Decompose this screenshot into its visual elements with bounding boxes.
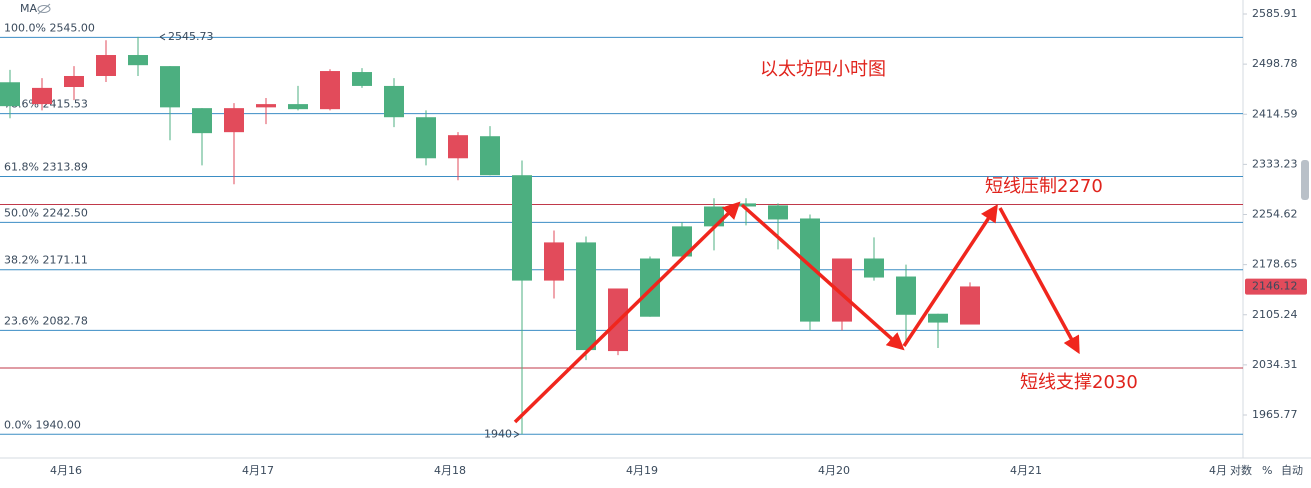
annotation: 短线压制2270 xyxy=(985,176,1103,197)
candle-body xyxy=(96,55,116,76)
x-tick-label: 4月20 xyxy=(818,464,850,477)
candle-body xyxy=(352,72,372,86)
high-marker-arrow xyxy=(159,33,166,41)
arrow xyxy=(740,203,905,351)
candle-body xyxy=(384,85,404,118)
candle-body xyxy=(128,55,148,66)
candle-body xyxy=(864,258,884,278)
candle-body xyxy=(960,286,980,325)
candle-body xyxy=(32,87,52,105)
candle-body xyxy=(896,276,916,315)
plot: 100.0% 2545.00 78.6% 2415.53 61.8% 2313.89… xyxy=(0,21,1243,440)
arrow xyxy=(998,207,1080,355)
y-tick-label: 2105.24 xyxy=(1252,308,1298,321)
y-tick-label: 2333.23 xyxy=(1252,157,1298,170)
fib-label: 0.0% 1940.00 xyxy=(4,418,81,431)
candle-body xyxy=(192,108,212,134)
fib-label: 78.6% 2415.53 xyxy=(4,98,88,111)
low-marker-arrow xyxy=(513,430,520,438)
candle-body xyxy=(672,226,692,257)
y-tick-label: 2585.91 xyxy=(1252,7,1298,20)
arrow xyxy=(513,201,741,424)
candle-body xyxy=(480,136,500,176)
y-tick-label: 2414.59 xyxy=(1252,107,1298,120)
low-marker: 1940 xyxy=(484,427,512,440)
candle-body xyxy=(512,175,532,281)
last-price-label: 2146.12 xyxy=(1252,280,1298,293)
candle-body xyxy=(576,242,596,351)
x-tick-label: 4月17 xyxy=(242,464,274,477)
candle-body xyxy=(704,206,724,227)
log-toggle[interactable]: 对数 xyxy=(1230,463,1252,477)
candle-body xyxy=(288,104,308,110)
candle-body xyxy=(768,205,788,220)
trend-arrows xyxy=(513,201,1080,424)
x-tick-label: 4月18 xyxy=(434,464,466,477)
percent-toggle[interactable]: % xyxy=(1262,464,1272,477)
candle-body xyxy=(800,218,820,322)
annotation: 短线支撑2030 xyxy=(1020,372,1138,393)
candle-body xyxy=(320,71,340,110)
fib-label: 61.8% 2313.89 xyxy=(4,161,88,174)
x-tick-label: 4月 xyxy=(1209,464,1227,477)
candle-body xyxy=(64,75,84,88)
scrollbar[interactable] xyxy=(1301,160,1309,200)
candle-body xyxy=(448,135,468,159)
arrow xyxy=(902,204,998,347)
y-tick-label: 2254.62 xyxy=(1252,207,1298,220)
y-tick-label: 2498.78 xyxy=(1252,57,1298,70)
candle-body xyxy=(544,242,564,281)
chart-title: 以太坊四小时图 xyxy=(760,59,886,80)
candle-body xyxy=(0,82,20,107)
candle-body xyxy=(224,108,244,133)
fib-label: 100.0% 2545.00 xyxy=(4,21,95,34)
x-tick-label: 4月16 xyxy=(50,464,82,477)
eye-icon[interactable] xyxy=(37,3,51,15)
candle-body xyxy=(416,117,436,159)
candle-body xyxy=(736,203,756,207)
fib-label: 23.6% 2082.78 xyxy=(4,314,88,327)
last-price-box xyxy=(1245,278,1307,295)
candle-body xyxy=(160,66,180,108)
x-tick-label: 4月19 xyxy=(626,464,658,477)
candle-body xyxy=(256,104,276,108)
candle-body xyxy=(928,313,948,323)
x-tick-label: 4月21 xyxy=(1010,464,1042,477)
candle-body xyxy=(832,258,852,322)
fib-label: 38.2% 2171.11 xyxy=(4,254,88,267)
y-tick-label: 2178.65 xyxy=(1252,258,1298,271)
high-marker: 2545.73 xyxy=(168,30,214,43)
indicator-label[interactable]: MA xyxy=(20,2,37,15)
fib-label: 50.0% 2242.50 xyxy=(4,206,88,219)
auto-toggle[interactable]: 自动 xyxy=(1281,464,1303,477)
y-tick-label: 2034.31 xyxy=(1252,358,1298,371)
y-tick-label: 1965.77 xyxy=(1252,408,1298,421)
